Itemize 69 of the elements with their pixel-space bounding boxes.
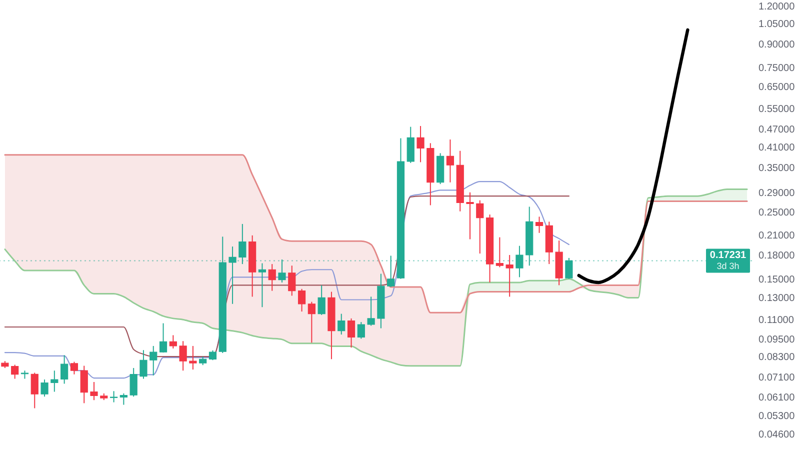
candlestick	[367, 296, 375, 326]
candlestick	[268, 264, 276, 292]
candlestick	[357, 322, 365, 340]
candlestick	[80, 365, 88, 404]
y-tick-label: 0.41000	[758, 142, 796, 154]
candlestick	[11, 364, 19, 380]
candlestick	[130, 367, 138, 398]
candlestick	[40, 379, 48, 398]
candlestick	[308, 301, 316, 344]
candlestick	[50, 370, 58, 392]
candlestick	[496, 236, 504, 268]
ref-line-label: 0.17231	[710, 250, 747, 262]
y-tick-label: 0.11000	[758, 315, 794, 326]
candlestick	[110, 390, 118, 403]
candlestick	[466, 192, 474, 240]
y-tick-label: 1.20000	[758, 2, 796, 12]
y-tick-label: 0.13000	[758, 293, 796, 304]
y-tick-label: 0.47000	[758, 124, 796, 136]
candlestick	[120, 392, 128, 406]
line-series	[4, 188, 748, 367]
candlestick	[535, 216, 544, 234]
candlestick	[338, 313, 346, 336]
candlestick	[30, 372, 38, 409]
candlestick	[189, 345, 197, 370]
line-series	[4, 154, 748, 314]
y-tick-label: 0.21000	[758, 230, 796, 242]
y-tick-label: 0.07100	[758, 372, 796, 384]
annotation: 3d 3h	[716, 261, 740, 272]
candlestick	[565, 257, 573, 280]
y-tick-label: 0.75000	[758, 63, 796, 74]
y-tick-label: 0.65000	[758, 82, 796, 93]
candlestick	[278, 258, 286, 283]
y-tick-label: 1.05000	[758, 19, 796, 30]
y-tick-label: 0.90000	[758, 39, 796, 50]
candlestick	[140, 350, 148, 380]
candlestick	[238, 223, 246, 265]
y-tick-label: 0.29000	[758, 188, 796, 199]
candlestick	[298, 288, 306, 312]
y-tick-label: 0.05300	[758, 410, 796, 422]
candlestick	[208, 350, 217, 361]
candlestick	[506, 254, 514, 298]
candlestick	[90, 381, 98, 401]
candlestick	[347, 318, 356, 348]
y-tick-label: 0.09500	[758, 334, 796, 346]
candlestick	[60, 354, 68, 384]
candlestick	[476, 200, 484, 254]
line-series	[577, 28, 690, 284]
candlestick	[258, 262, 266, 308]
candlestick	[150, 345, 158, 376]
candlestick	[179, 340, 187, 372]
y-tick-label: 0.25000	[758, 207, 796, 218]
y-tick-label: 0.15000	[758, 274, 796, 286]
y-tick-label: 0.35000	[758, 163, 796, 174]
candlestick	[70, 361, 78, 375]
y-tick-label: 0.04600	[758, 430, 796, 441]
candlestick	[387, 255, 395, 288]
candlestick	[318, 284, 326, 316]
candlestick	[169, 334, 177, 349]
candlestick	[416, 125, 424, 163]
candlestick	[446, 138, 454, 183]
y-tick-label: 0.18000	[758, 250, 796, 262]
candlestick	[228, 246, 236, 304]
y-tick-label: 0.55000	[758, 104, 796, 115]
candlestick	[516, 245, 524, 278]
candlestick	[288, 265, 296, 296]
y-tick-label: 0.08300	[758, 352, 796, 364]
candlestick	[406, 126, 414, 164]
y-tick-label: 0.06100	[758, 392, 796, 404]
candlestick	[159, 322, 168, 354]
